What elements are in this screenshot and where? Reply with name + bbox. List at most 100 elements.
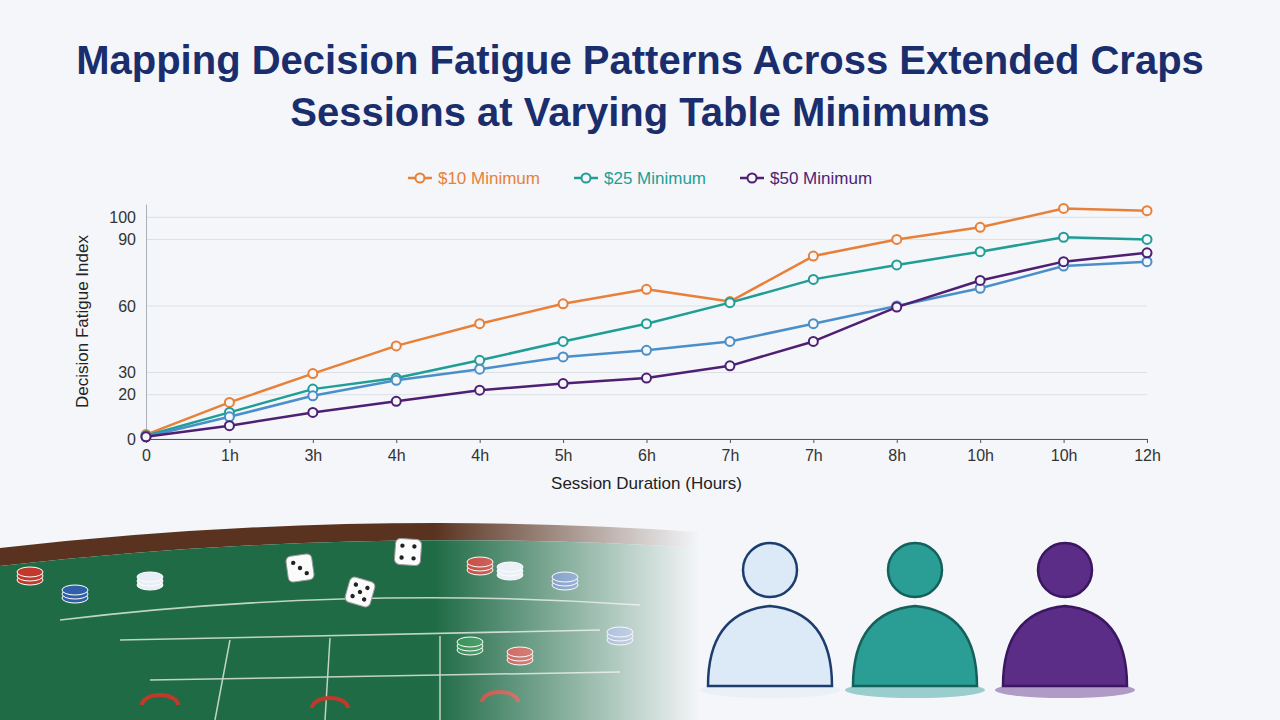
grid-line xyxy=(146,305,1147,306)
point xyxy=(976,247,985,256)
point xyxy=(475,365,484,374)
x-tick-label: 3h xyxy=(304,447,322,464)
point xyxy=(225,398,234,407)
grid xyxy=(146,217,1147,439)
x-tick-label: 0 xyxy=(142,447,151,464)
legend-marker xyxy=(415,174,424,183)
plot-marks xyxy=(142,204,1152,441)
person-icon xyxy=(995,543,1135,698)
x-tick-mark xyxy=(563,439,564,443)
y-axis-line xyxy=(146,205,147,440)
point xyxy=(392,397,401,406)
point xyxy=(976,223,985,232)
grid-line xyxy=(146,239,1147,240)
legend-label: $10 Minimum xyxy=(438,169,540,188)
point xyxy=(559,352,568,361)
y-tick-label: 90 xyxy=(118,231,136,248)
y-tick: 30 xyxy=(118,364,146,381)
x-tick-mark xyxy=(730,439,731,443)
point xyxy=(392,376,401,385)
series-line xyxy=(146,237,1147,435)
point xyxy=(809,337,818,346)
title: Mapping Decision Fatigue Patterns Across… xyxy=(76,38,1204,134)
x-tick: 1h xyxy=(221,439,239,464)
point xyxy=(725,298,734,307)
point xyxy=(1143,235,1152,244)
point xyxy=(892,303,901,312)
x-tick: 10h xyxy=(1051,439,1078,464)
person-body xyxy=(708,606,832,686)
point xyxy=(642,319,651,328)
series xyxy=(142,204,1152,439)
point xyxy=(1059,233,1068,242)
legend-marker xyxy=(748,174,757,183)
point xyxy=(142,432,151,441)
x-tick-label: 8h xyxy=(888,447,906,464)
y-tick-label: 100 xyxy=(109,209,136,226)
point xyxy=(559,379,568,388)
point xyxy=(308,408,317,417)
person-body xyxy=(1003,606,1127,686)
point xyxy=(892,260,901,269)
series xyxy=(142,248,1152,441)
legend-item: $25 Minimum xyxy=(574,169,706,188)
y-tick-label: 60 xyxy=(118,298,136,315)
point xyxy=(642,374,651,383)
y-tick-label: 20 xyxy=(118,386,136,403)
chart-root: Mapping Decision Fatigue Patterns Across… xyxy=(0,0,1280,720)
legend: $10 Minimum$25 Minimum$50 Minimum xyxy=(408,169,872,188)
point xyxy=(725,337,734,346)
point xyxy=(225,421,234,430)
x-axis: 01h3h4h4h5h6h7h7h8h10h10h12h xyxy=(142,439,1161,464)
y-tick-label: 30 xyxy=(118,364,136,381)
point xyxy=(308,369,317,378)
point xyxy=(892,235,901,244)
x-tick-mark xyxy=(396,439,397,443)
x-tick-label: 6h xyxy=(638,447,656,464)
person-head xyxy=(1038,543,1092,597)
point xyxy=(642,285,651,294)
chart-svg: Mapping Decision Fatigue Patterns Across… xyxy=(0,0,1280,720)
x-tick: 7h xyxy=(722,439,740,464)
illustration xyxy=(0,500,700,720)
x-tick: 4h xyxy=(471,439,489,464)
point xyxy=(642,346,651,355)
x-tick-label: 7h xyxy=(805,447,823,464)
x-tick: 6h xyxy=(638,439,656,464)
x-tick: 0 xyxy=(142,439,151,464)
title-line: Sessions at Varying Table Minimums xyxy=(290,90,989,134)
series xyxy=(142,257,1152,441)
point xyxy=(225,412,234,421)
y-tick: 90 xyxy=(118,231,146,248)
person-icon xyxy=(845,543,985,698)
point xyxy=(308,391,317,400)
x-tick-mark xyxy=(980,439,981,443)
x-tick-label: 12h xyxy=(1134,447,1161,464)
x-tick-label: 10h xyxy=(967,447,994,464)
point xyxy=(559,337,568,346)
y-axis: 020306090100 xyxy=(109,205,146,448)
point xyxy=(725,361,734,370)
x-tick-mark xyxy=(813,439,814,443)
point xyxy=(559,299,568,308)
x-tick: 5h xyxy=(555,439,573,464)
x-axis-title: Session Duration (Hours) xyxy=(551,474,742,493)
point xyxy=(976,276,985,285)
x-tick-label: 5h xyxy=(555,447,573,464)
y-tick: 60 xyxy=(118,298,146,315)
x-tick-mark xyxy=(313,439,314,443)
x-tick: 3h xyxy=(304,439,322,464)
series xyxy=(142,233,1152,440)
point xyxy=(475,386,484,395)
x-tick-mark xyxy=(647,439,648,443)
x-tick-mark xyxy=(1147,439,1148,443)
x-tick: 8h xyxy=(888,439,906,464)
point xyxy=(1143,257,1152,266)
point xyxy=(1059,204,1068,213)
x-tick-mark xyxy=(1064,439,1065,443)
point xyxy=(475,356,484,365)
x-tick-label: 7h xyxy=(722,447,740,464)
person-head xyxy=(888,543,942,597)
point xyxy=(475,319,484,328)
person-icon xyxy=(700,543,840,698)
